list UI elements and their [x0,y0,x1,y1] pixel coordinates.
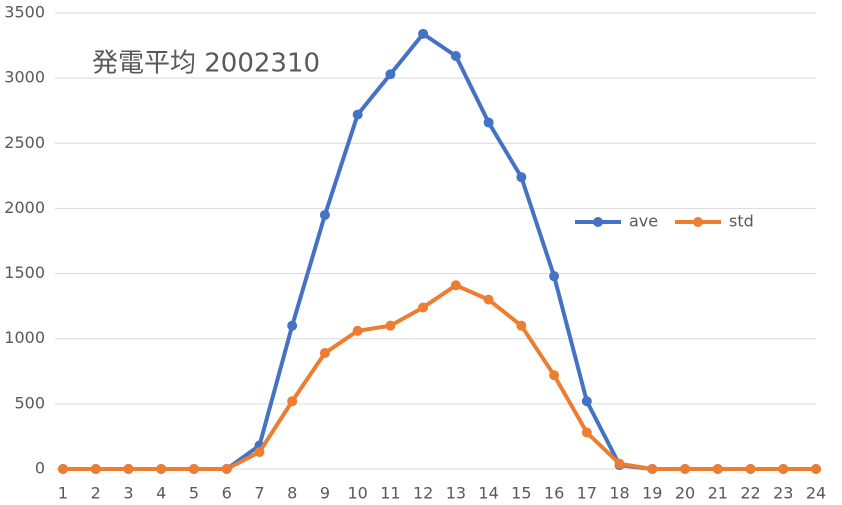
x-tick-label: 1 [58,484,68,503]
grid [55,12,816,470]
data-point [614,458,625,469]
data-point [156,464,167,474]
data-point [352,109,363,120]
y-tick-label: 1500 [4,263,45,282]
data-point [418,302,429,313]
data-point [778,464,789,474]
data-point [549,370,560,381]
y-tick-label: 3000 [4,68,45,87]
data-point [549,271,560,282]
data-point [450,50,461,61]
x-tick-label: 18 [609,484,629,503]
data-point [516,320,527,331]
data-point [287,396,298,407]
x-tick-label: 15 [511,484,531,503]
data-point [385,320,396,331]
data-point [418,28,429,39]
x-tick-label: 13 [446,484,466,503]
data-point [123,464,134,474]
x-tick-label: 16 [544,484,564,503]
y-tick-label: 2000 [4,198,45,217]
legend-marker [693,217,703,227]
data-point [483,117,494,128]
y-tick-label: 500 [14,393,45,412]
data-point [319,209,330,220]
chart-title: 発電平均 2002310 [92,49,320,79]
data-point [680,464,691,474]
legend-label: ave [629,212,658,231]
x-tick-label: 5 [189,484,199,503]
data-point [811,464,821,474]
data-point [483,294,494,305]
data-point [58,464,68,474]
x-tick-label: 2 [91,484,101,503]
x-tick-label: 8 [287,484,297,503]
x-tick-label: 21 [708,484,728,503]
data-point [188,464,199,474]
x-tick-label: 20 [675,484,695,503]
x-tick-label: 3 [123,484,133,503]
data-point [90,464,101,474]
series-line [63,283,816,471]
x-tick-label: 7 [254,484,264,503]
x-tick-label: 22 [740,484,760,503]
legend-label: std [729,212,754,231]
data-point [287,320,298,331]
data-point [450,280,461,291]
x-tick-label: 6 [222,484,232,503]
legend-marker [593,217,603,227]
data-point [352,325,363,336]
data-point [745,464,756,474]
x-tick-label: 12 [413,484,433,503]
data-point [254,447,265,458]
x-tick-label: 17 [577,484,597,503]
x-tick-label: 24 [806,484,826,503]
y-tick-label: 2500 [4,133,45,152]
y-tick-label: 1000 [4,328,45,347]
x-tick-label: 14 [478,484,498,503]
y-tick-label: 0 [35,459,45,478]
data-point [581,396,592,407]
x-tick-label: 19 [642,484,662,503]
data-point [319,348,330,359]
x-tick-label: 11 [380,484,400,503]
data-point [647,464,658,474]
data-point [581,427,592,438]
data-point [516,172,527,183]
x-tick-label: 10 [347,484,367,503]
x-tick-label: 4 [156,484,166,503]
x-tick-label: 23 [773,484,793,503]
x-tick-label: 9 [320,484,330,503]
data-point [385,69,396,80]
data-point [712,464,723,474]
y-tick-label: 3500 [4,3,45,22]
data-point [221,464,232,474]
